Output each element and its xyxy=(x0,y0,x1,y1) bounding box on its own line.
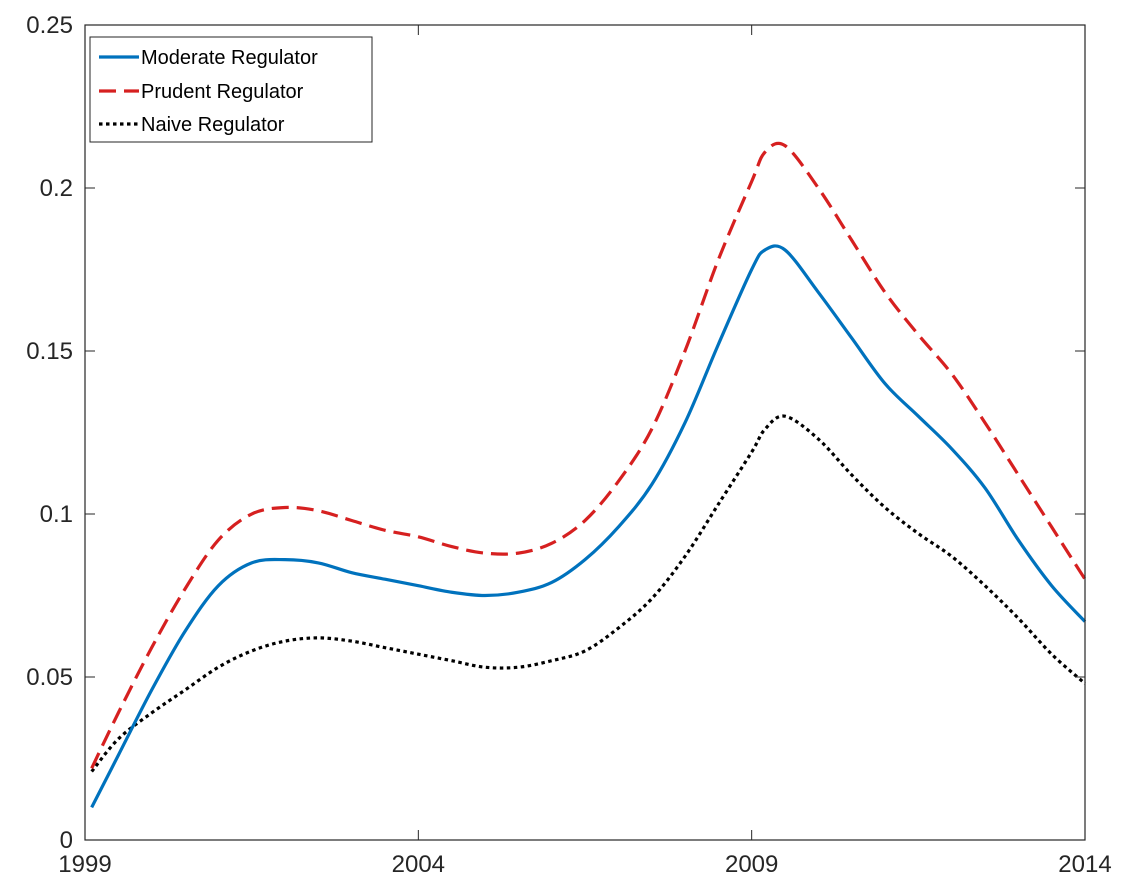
legend: Moderate Regulator Prudent Regulator Nai… xyxy=(89,36,373,143)
legend-label-naive: Naive Regulator xyxy=(141,114,285,136)
legend-label-prudent: Prudent Regulator xyxy=(141,81,304,103)
series-line-moderate xyxy=(90,244,1087,809)
y-tick-label: 0 xyxy=(60,827,73,854)
axis-ticks: 0 0.05 0.1 0.15 0.2 0.25 1999 2004 2009 2014 xyxy=(26,12,1111,878)
x-tick-label: 2004 xyxy=(392,851,445,878)
x-tick-label: 1999 xyxy=(58,851,111,878)
y-tick-label: 0.05 xyxy=(26,664,73,691)
y-tick-label: 0.15 xyxy=(26,338,73,365)
plot-frame xyxy=(84,24,1086,841)
y-tick-label: 0.1 xyxy=(40,501,73,528)
x-tick-label: 2009 xyxy=(725,851,778,878)
series-line-prudent xyxy=(90,141,1087,769)
series-line-naive xyxy=(90,414,1087,773)
series-layer xyxy=(90,141,1087,809)
legend-label-moderate: Moderate Regulator xyxy=(141,47,318,69)
y-tick-label: 0.2 xyxy=(40,175,73,202)
x-tick-label: 2014 xyxy=(1058,851,1111,878)
y-tick-label: 0.25 xyxy=(26,12,73,39)
